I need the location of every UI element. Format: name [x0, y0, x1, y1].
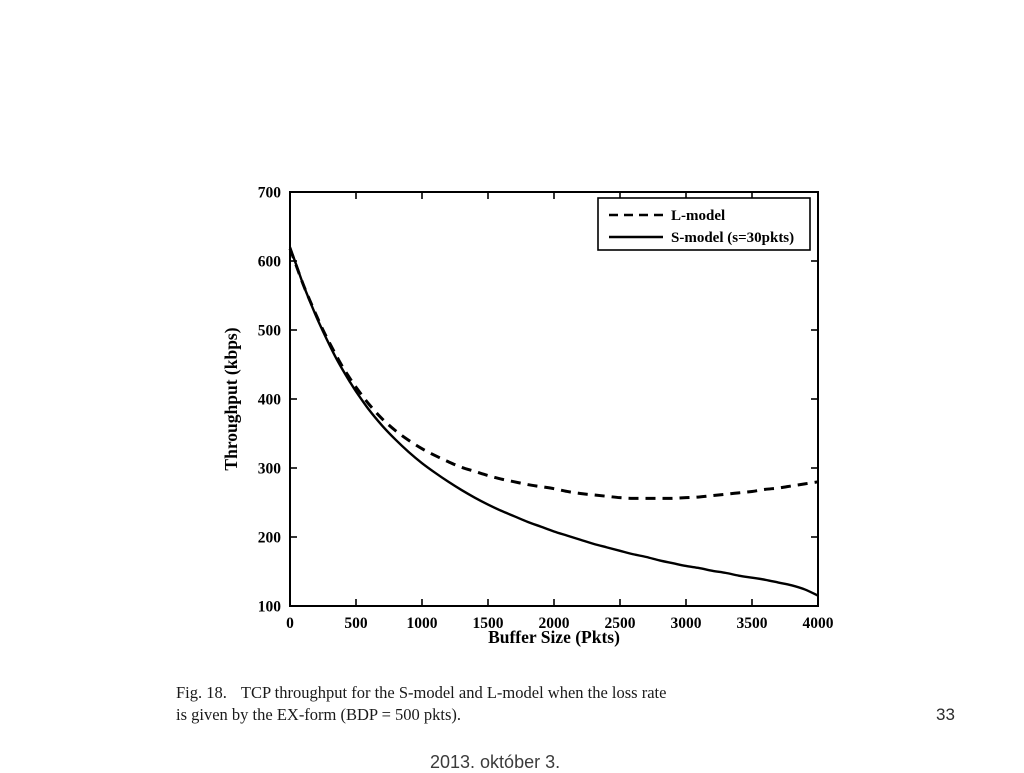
x-tick-label: 0 [286, 615, 294, 632]
y-tick-label: 300 [258, 461, 282, 478]
caption-label: Fig. 18. [176, 683, 227, 702]
plot-box-border [289, 191, 819, 607]
series-lines [288, 246, 819, 597]
x-tick-label: 1500 [473, 615, 504, 632]
figure-caption: Fig. 18. TCP throughput for the S-model a… [176, 682, 876, 726]
y-tick-label: 400 [258, 392, 282, 409]
y-tick-labels: 100 200 300 400 500 600 700 [258, 185, 282, 616]
y-tick-label: 600 [258, 254, 282, 271]
page-number: 33 [936, 705, 955, 724]
y-axis-title: Throughput (kbps) [221, 327, 241, 470]
legend-label-l-model: L-model [671, 208, 725, 224]
legend-entry-l-model: L-model [609, 208, 725, 224]
y-tick-label: 500 [258, 323, 282, 340]
legend-box [597, 197, 811, 251]
x-tick-label: 1000 [407, 615, 438, 632]
x-tick-label: 2500 [605, 615, 636, 632]
axis-ticks [289, 191, 819, 607]
x-tick-label: 2000 [539, 615, 570, 632]
series-line-s-model-s-30pkts [288, 246, 819, 597]
y-tick-label: 100 [258, 599, 282, 616]
x-tick-labels: 0 500 1000 1500 2000 2500 3000 3500 4000 [286, 615, 834, 632]
x-tick-label: 500 [344, 615, 368, 632]
legend-label-s-model: S-model (s=30pkts) [671, 230, 794, 246]
x-tick-label: 3500 [737, 615, 768, 632]
chart-legend: L-model S-model (s=30pkts) [597, 197, 811, 251]
y-tick-label: 200 [258, 530, 282, 547]
series-line-l-model [288, 248, 819, 500]
chart-canvas: 0 500 1000 1500 2000 2500 3000 3500 4000 100 200 3… [221, 185, 834, 648]
y-tick-label: 700 [258, 185, 282, 202]
legend-entry-s-model: S-model (s=30pkts) [609, 230, 794, 246]
x-axis-title: Buffer Size (Pkts) [488, 627, 620, 647]
caption-line-2: is given by the EX-form (BDP = 500 pkts)… [176, 705, 462, 724]
slide-date-footer: 2013. október 3. [430, 752, 561, 772]
x-tick-label: 3000 [671, 615, 702, 632]
caption-line-1: TCP throughput for the S-model and L-mod… [240, 683, 667, 702]
throughput-chart: 0 500 1000 1500 2000 2500 3000 3500 4000 100 200 3… [215, 175, 835, 650]
x-tick-label: 4000 [803, 615, 834, 632]
